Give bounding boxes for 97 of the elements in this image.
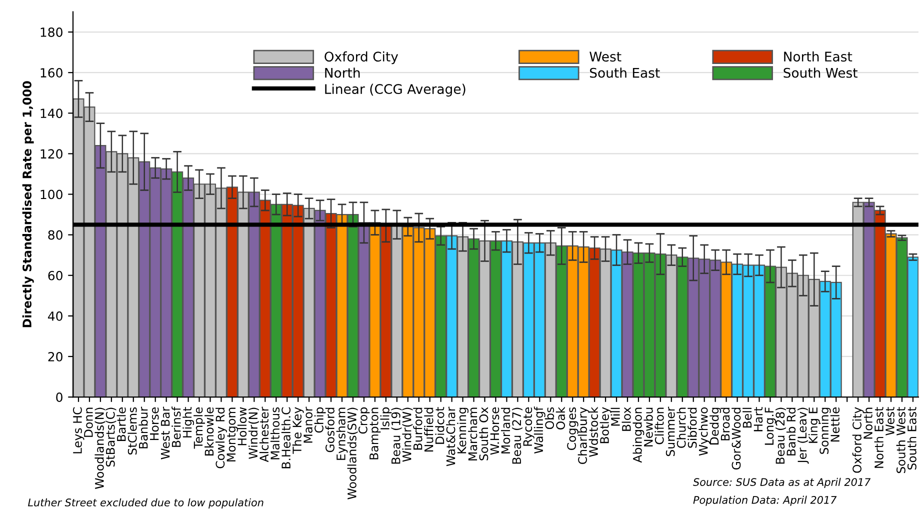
x-tick-label: W.Horse <box>490 407 500 455</box>
x-tick-label: Bartle <box>116 407 126 441</box>
x-tick-label: Eynsham <box>336 408 348 460</box>
x-tick-label: Newbu <box>644 408 653 446</box>
legend-label: Linear (CCG Average) <box>325 84 466 97</box>
legend-label: Oxford City <box>324 51 398 64</box>
x-tick-label: King E <box>808 408 820 443</box>
x-tick-label: Chip <box>314 407 326 433</box>
x-tick-label: Cogges <box>567 407 578 450</box>
x-tick-label: B.Health.C <box>281 407 291 468</box>
x-tick-label: Wat&Char <box>446 406 456 466</box>
y-tick-label: 140 <box>40 108 62 118</box>
x-tick-label: Summer <box>666 406 675 456</box>
x-tick-label: Leys HC <box>72 407 84 454</box>
x-tick-label: Crop <box>358 407 370 434</box>
x-tick-label: Windr(W) <box>402 408 413 462</box>
x-tick-label: Wychwo <box>698 407 710 456</box>
x-tick-label: Beau (19) <box>391 408 402 464</box>
y-tick-label: 160 <box>40 68 62 78</box>
x-tick-label: Wallingf <box>534 406 546 454</box>
x-tick-label: Sibford <box>688 408 697 448</box>
x-tick-label: Banb Rd <box>786 408 796 456</box>
x-tick-label: Jer (Leav) <box>797 408 809 464</box>
y-tick-label: 20 <box>48 352 62 362</box>
x-tick-label: Abingdon <box>632 408 644 463</box>
x-tick-label: Bampton <box>370 408 381 460</box>
x-tick-label: Hight <box>182 407 194 438</box>
y-tick-label: 60 <box>48 270 62 280</box>
x-tick-label: Blox <box>622 407 631 431</box>
x-tick-label: Horse <box>150 407 159 440</box>
x-tick-label: Temple <box>194 407 205 449</box>
x-tick-label: Nuffield <box>424 408 434 452</box>
x-tick-label: Kenning <box>457 408 468 454</box>
x-tick-label: Malthous <box>270 407 280 460</box>
x-tick-label: Gosford <box>325 408 334 452</box>
x-tick-label: West Bar <box>160 406 170 460</box>
x-tick-label: Didcot <box>435 407 444 444</box>
x-tick-label: Islip <box>380 407 392 430</box>
x-tick-label: Beau (28) <box>776 408 786 464</box>
x-tick-label: South West <box>896 407 906 474</box>
legend-label: South East <box>590 68 660 78</box>
x-tick-label: Church <box>676 408 686 448</box>
y-tick-label: 0 <box>56 392 62 402</box>
x-tick-label: Beau (27) <box>512 408 522 464</box>
legend-label: North East <box>784 51 852 62</box>
source-note: Source: SUS Data as at April 2017 <box>693 478 871 488</box>
x-tick-label: Long.F <box>764 407 776 445</box>
x-tick-label: Woodlands(SW) <box>347 408 358 500</box>
x-tick-label: Windr(N) <box>248 408 259 459</box>
x-tick-label: StBarts(C) <box>106 408 116 467</box>
x-tick-label: Clifton <box>654 408 664 444</box>
x-tick-label: Botley <box>600 407 612 444</box>
x-tick-label: Hart <box>754 407 763 432</box>
x-tick-label: StClems <box>128 407 137 455</box>
x-tick-label: Donn <box>84 408 93 437</box>
x-tick-label: Berinsf <box>172 406 181 447</box>
x-tick-label: South Ox <box>479 407 488 460</box>
x-tick-label: Burford <box>413 408 422 450</box>
x-tick-label: South East <box>907 407 916 470</box>
x-tick-label: Gor&Wood <box>732 408 741 470</box>
x-tick-label: Oak <box>556 406 566 430</box>
y-axis-title: Directly Standardised Rate per 1,000 <box>22 81 34 328</box>
x-tick-label: Morland <box>500 408 510 454</box>
y-tick-label: 80 <box>48 230 62 240</box>
x-tick-label: Montgom <box>226 408 238 462</box>
x-tick-label: Hollow <box>237 407 247 446</box>
text: Luther Street excluded due to low population <box>28 498 264 508</box>
x-tick-label: Broad <box>720 408 730 440</box>
x-tick-label: North East <box>874 407 884 468</box>
x-tick-label: Alchester <box>259 406 269 462</box>
x-tick-label: Rycote <box>523 407 534 446</box>
x-tick-label: Manor <box>304 406 312 443</box>
x-tick-label: Wdstock <box>588 406 598 457</box>
x-tick-label: Marcham <box>468 408 478 460</box>
x-tick-label: Obs <box>544 407 554 430</box>
x-tick-label: Oxford City <box>852 407 864 473</box>
legend-label: North <box>325 68 360 78</box>
x-tick-label: Bell <box>742 408 752 428</box>
x-tick-label: Mill <box>610 408 620 426</box>
x-tick-label: Cowley Rd <box>216 408 227 468</box>
y-tick-label: 180 <box>40 28 62 37</box>
x-tick-label: Woodlands(N) <box>94 408 106 489</box>
legend-label: South West <box>784 68 858 78</box>
x-tick-label: North <box>863 408 872 439</box>
text: Population Data: April 2017 <box>693 496 837 506</box>
legend-label: West <box>590 52 622 62</box>
x-tick-label: West <box>886 407 894 436</box>
x-tick-label: Nettle <box>830 407 840 442</box>
y-tick-label: 120 <box>40 149 62 159</box>
x-tick-label: The Key <box>292 407 304 454</box>
x-tick-label: Charlbury <box>578 407 590 464</box>
y-tick-label: 100 <box>40 190 62 200</box>
x-tick-label: Banbur <box>138 406 148 448</box>
y-tick-label: 40 <box>48 311 62 321</box>
x-tick-label: Bknowle <box>204 407 214 456</box>
x-tick-label: Deddg <box>710 408 722 444</box>
x-tick-label: Sonning <box>819 408 831 454</box>
